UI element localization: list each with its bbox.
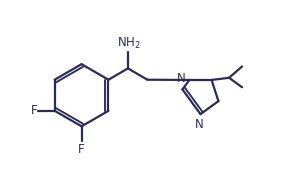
Text: F: F [30, 104, 37, 117]
Text: N: N [177, 72, 186, 85]
Text: F: F [78, 143, 85, 156]
Text: N: N [195, 118, 203, 131]
Text: NH$_2$: NH$_2$ [117, 36, 141, 51]
